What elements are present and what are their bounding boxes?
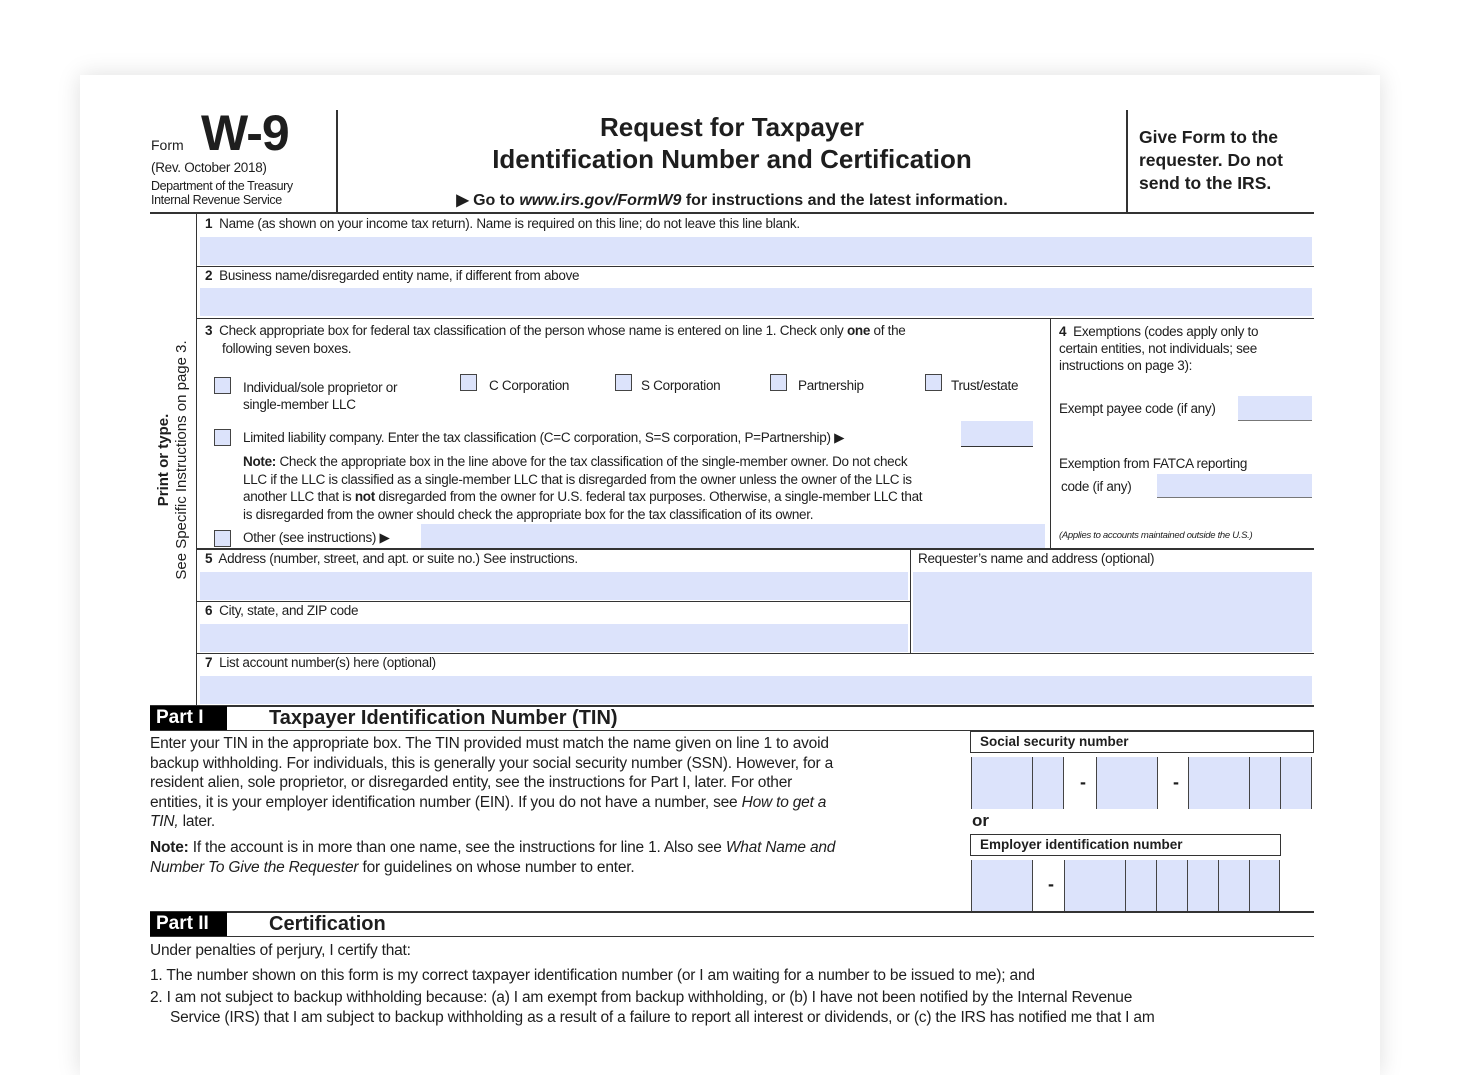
line5-label: 5 Address (number, street, and apt. or s… — [205, 551, 578, 566]
ein-dash: - — [1048, 874, 1054, 894]
city-state-zip-input[interactable] — [200, 624, 908, 652]
revision: (Rev. October 2018) — [151, 160, 267, 175]
option-individual-label: Individual/sole proprietor or single-memb… — [243, 380, 398, 412]
ssn-dash: - — [1173, 772, 1179, 792]
goto-prefix: ▶ Go to — [456, 192, 520, 209]
certification-item-1: 1. The number shown on this form is my c… — [150, 967, 1035, 984]
ssn-dash: - — [1080, 772, 1086, 792]
form-word: Form — [151, 137, 184, 153]
part2-title: Certification — [269, 913, 386, 935]
line7-label: 7 List account number(s) here (optional) — [205, 655, 436, 670]
checkbox-llc[interactable] — [214, 429, 231, 446]
part1-note: Note: If the account is in more than one… — [150, 839, 836, 876]
sidebar-instructions: Print or type. See Specific Instructions… — [155, 340, 191, 579]
llc-note: Note: Check the appropriate box in the l… — [243, 454, 923, 522]
ein-label: Employer identification number — [970, 834, 1281, 856]
form-title-line1: Request for Taxpayer — [600, 112, 864, 142]
exemptions-label: 4 Exemptions (codes apply only to certain… — [1059, 324, 1259, 373]
certification-item-2-cont: Service (IRS) that I am subject to backu… — [170, 1009, 1155, 1026]
give-form-note: Give Form to the requester. Do not send … — [1139, 127, 1283, 193]
part1-instructions: Enter your TIN in the appropriate box. T… — [150, 735, 834, 830]
fatca-label: Exemption from FATCA reporting — [1059, 456, 1248, 471]
name-input[interactable] — [200, 237, 1312, 265]
exempt-payee-label: Exempt payee code (if any) — [1059, 401, 1216, 416]
line6-label: 6 City, state, and ZIP code — [205, 603, 359, 618]
option-s-corporation-label: S Corporation — [641, 378, 721, 393]
fatca-label-cont: code (if any) — [1061, 479, 1132, 494]
fatca-input[interactable] — [1157, 474, 1312, 498]
requester-input[interactable] — [913, 572, 1312, 652]
line3-label-cont: following seven boxes. — [222, 341, 352, 356]
part2-badge: Part II — [150, 912, 227, 936]
llc-label: Limited liability company. Enter the tax… — [243, 430, 845, 445]
exempt-payee-input[interactable] — [1238, 396, 1312, 421]
part1-badge: Part I — [150, 706, 227, 730]
fatca-applies-note: (Applies to accounts maintained outside … — [1059, 530, 1253, 541]
department: Department of the Treasury — [151, 179, 293, 193]
line3-label: 3 Check appropriate box for federal tax … — [205, 323, 906, 338]
checkbox-partnership[interactable] — [770, 374, 787, 391]
other-label: Other (see instructions) ▶ — [243, 530, 390, 545]
or-label: or — [972, 811, 989, 830]
service: Internal Revenue Service — [151, 193, 282, 207]
ssn-label: Social security number — [970, 731, 1314, 753]
requester-label: Requester’s name and address (optional) — [918, 551, 1155, 566]
address-input[interactable] — [200, 572, 908, 600]
line1-label: 1 Name (as shown on your income tax retu… — [205, 216, 800, 231]
checkbox-c-corporation[interactable] — [460, 374, 477, 391]
business-name-input[interactable] — [200, 288, 1312, 316]
checkbox-trust-estate[interactable] — [925, 374, 942, 391]
certification-intro: Under penalties of perjury, I certify th… — [150, 942, 411, 959]
other-input[interactable] — [421, 524, 1045, 548]
see-instructions: See Specific Instructions on page 3. — [173, 340, 190, 580]
checkbox-s-corporation[interactable] — [615, 374, 632, 391]
checkbox-other[interactable] — [214, 530, 231, 547]
print-or-type: Print or type. — [155, 413, 172, 507]
option-trust-estate-label: Trust/estate — [951, 378, 1019, 393]
account-numbers-input[interactable] — [200, 676, 1312, 704]
checkbox-individual[interactable] — [214, 377, 231, 394]
part1-title: Taxpayer Identification Number (TIN) — [269, 707, 618, 729]
certification-item-2: 2. I am not subject to backup withholdin… — [150, 989, 1133, 1006]
line2-label: 2 Business name/disregarded entity name,… — [205, 268, 580, 283]
form-number: W-9 — [201, 105, 290, 161]
llc-classification-input[interactable] — [961, 421, 1033, 447]
goto-instructions: ▶ Go to www.irs.gov/FormW9 for instructi… — [340, 190, 1124, 210]
option-partnership-label: Partnership — [798, 378, 864, 393]
goto-suffix: for instructions and the latest informat… — [681, 192, 1008, 209]
form-title-line2: Identification Number and Certification — [492, 144, 972, 174]
option-c-corporation-label: C Corporation — [489, 378, 570, 393]
irs-link[interactable]: www.irs.gov/FormW9 — [519, 192, 682, 209]
